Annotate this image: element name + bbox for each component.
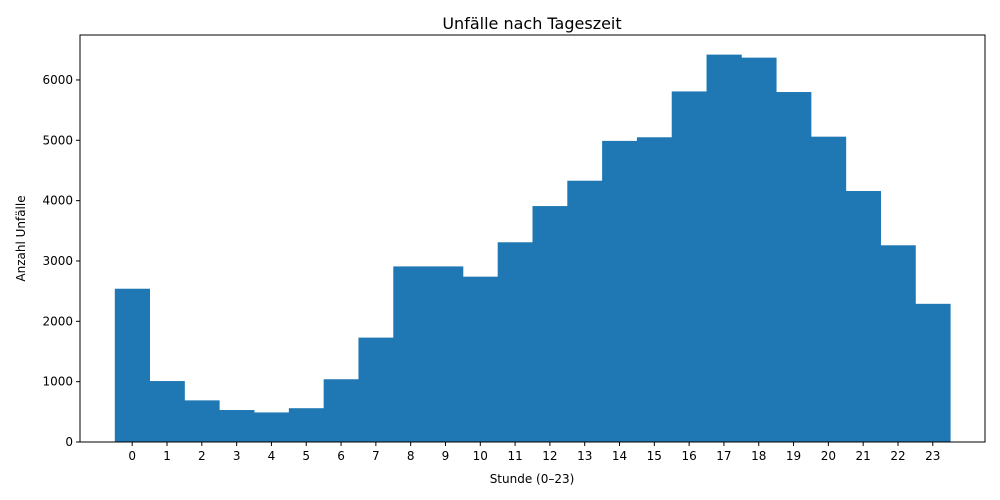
bar-hour-22 [880, 245, 916, 442]
y-tick-label-6000: 6000 [42, 73, 73, 87]
x-tick-label-5: 5 [302, 449, 310, 463]
bar-hour-6 [323, 379, 359, 442]
bar-hour-21 [845, 190, 881, 442]
y-tick-label-0: 0 [65, 435, 73, 449]
x-tick-label-0: 0 [128, 449, 136, 463]
y-axis-ticks: 0 1000 2000 3000 4000 5000 6000 [42, 73, 80, 449]
x-tick-label-18: 18 [751, 449, 766, 463]
x-tick-label-6: 6 [337, 449, 345, 463]
y-tick-label-3000: 3000 [42, 254, 73, 268]
x-tick-label-12: 12 [542, 449, 557, 463]
bar-hour-19 [776, 92, 812, 442]
x-tick-label-17: 17 [716, 449, 731, 463]
bar-hour-18 [741, 57, 777, 443]
y-tick-label-5000: 5000 [42, 133, 73, 147]
x-tick-label-4: 4 [268, 449, 276, 463]
x-tick-label-19: 19 [786, 449, 801, 463]
x-tick-label-1: 1 [163, 449, 171, 463]
x-tick-label-11: 11 [507, 449, 522, 463]
bar-hour-1 [149, 381, 185, 442]
y-tick-label-1000: 1000 [42, 375, 73, 389]
x-tick-label-7: 7 [372, 449, 380, 463]
y-tick-label-4000: 4000 [42, 194, 73, 208]
bars-group [114, 54, 951, 443]
x-tick-label-9: 9 [442, 449, 450, 463]
bar-hour-14 [602, 140, 638, 442]
bar-hour-9 [428, 266, 464, 442]
bar-hour-10 [462, 276, 499, 442]
y-axis-label: Anzahl Unfälle [14, 195, 28, 281]
x-tick-label-15: 15 [647, 449, 662, 463]
bar-hour-3 [219, 410, 255, 442]
x-tick-label-2: 2 [198, 449, 206, 463]
x-tick-label-20: 20 [821, 449, 836, 463]
bar-hour-0 [114, 288, 151, 442]
chart-title: Unfälle nach Tageszeit [442, 14, 621, 33]
y-tick-label-2000: 2000 [42, 314, 73, 328]
x-tick-label-8: 8 [407, 449, 415, 463]
bar-hour-20 [810, 136, 847, 443]
x-tick-label-13: 13 [577, 449, 592, 463]
bar-hour-11 [497, 242, 533, 442]
bar-hour-8 [393, 266, 429, 442]
bar-hour-23 [915, 303, 951, 442]
x-tick-label-22: 22 [890, 449, 905, 463]
x-tick-label-23: 23 [925, 449, 940, 463]
bar-hour-4 [254, 412, 290, 442]
bar-hour-16 [671, 91, 707, 443]
x-tick-label-3: 3 [233, 449, 241, 463]
bar-hour-2 [184, 400, 220, 442]
bar-hour-15 [636, 137, 673, 442]
bar-hour-5 [288, 408, 325, 442]
bar-hour-17 [706, 54, 742, 442]
x-tick-label-14: 14 [612, 449, 627, 463]
bar-hour-13 [567, 180, 603, 442]
plot-frame [79, 34, 986, 443]
x-axis-ticks: 0 1 2 3 4 5 6 7 8 9 10 11 12 13 14 15 16 17 18 19 20 21 22 23 [128, 442, 940, 463]
bar-hour-7 [358, 337, 394, 442]
x-tick-label-21: 21 [856, 449, 871, 463]
x-axis-label: Stunde (0–23) [490, 472, 575, 486]
x-tick-label-16: 16 [681, 449, 696, 463]
bar-hour-12 [532, 206, 568, 442]
x-tick-label-10: 10 [473, 449, 488, 463]
